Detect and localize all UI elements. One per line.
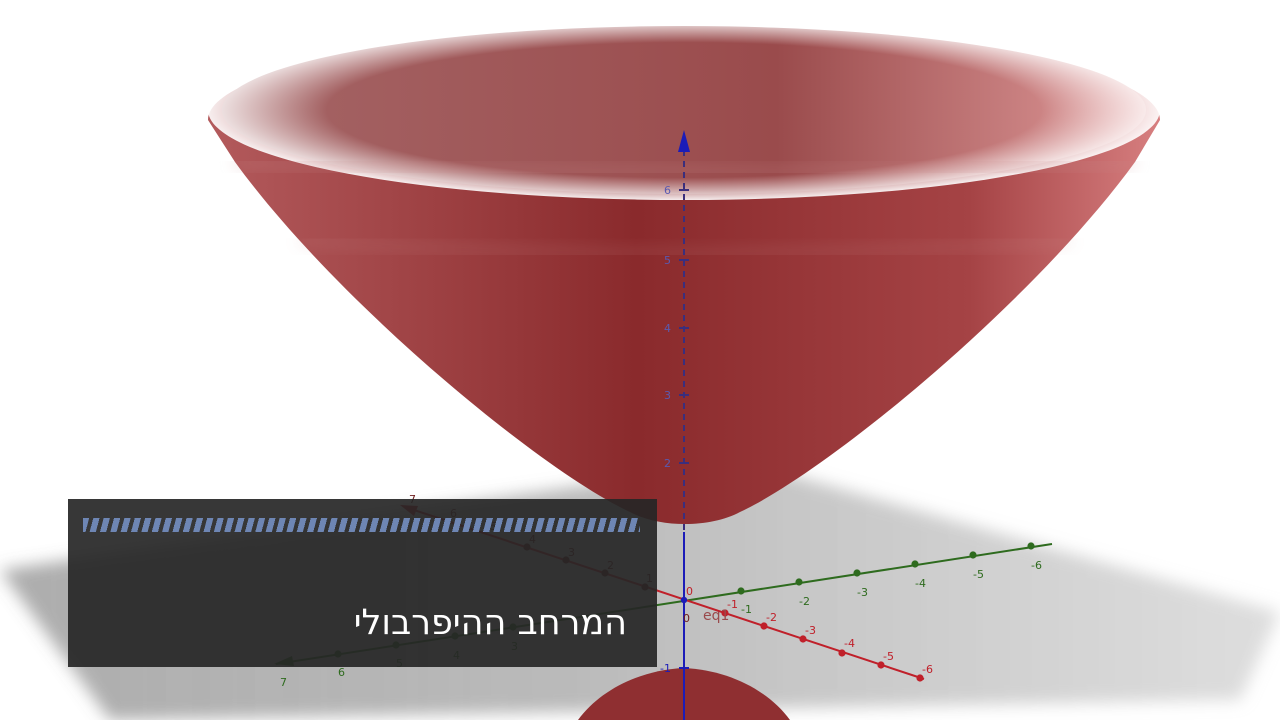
z-tick-label: 2	[664, 457, 671, 470]
y-tick-label: 7	[280, 676, 287, 689]
x-tick-label: -4	[844, 637, 855, 650]
z-tick-label: 3	[664, 389, 671, 402]
decorative-stripe	[83, 518, 640, 532]
origin-label-z: 0	[686, 585, 693, 598]
origin-label: 0	[683, 612, 690, 625]
y-tick-label: -2	[799, 595, 810, 608]
y-tick-label: 6	[338, 666, 345, 679]
z-axis-tick-labels: 6 5 4 3 2 -1	[660, 184, 671, 675]
x-tick-label: -6	[922, 663, 933, 676]
y-tick-label: -3	[857, 586, 868, 599]
y-tick-label: -5	[973, 568, 984, 581]
z-tick-label: 6	[664, 184, 671, 197]
y-tick-label: -1	[741, 603, 752, 616]
slide-title: המרחב ההיפרבולי	[353, 603, 627, 643]
z-axis	[678, 130, 690, 720]
x-tick-label: -2	[766, 611, 777, 624]
slide-caption-panel: המרחב ההיפרבולי	[68, 499, 657, 667]
y-tick-label: -4	[915, 577, 926, 590]
surface-label: eq1	[703, 608, 729, 624]
z-tick-label: 4	[664, 322, 671, 335]
x-tick-label: -1	[727, 598, 738, 611]
x-tick-label: -3	[805, 624, 816, 637]
y-tick-label: -6	[1031, 559, 1042, 572]
x-tick-label: -5	[883, 650, 894, 663]
z-tick-label: 5	[664, 254, 671, 267]
z-tick-label: -1	[660, 662, 671, 675]
